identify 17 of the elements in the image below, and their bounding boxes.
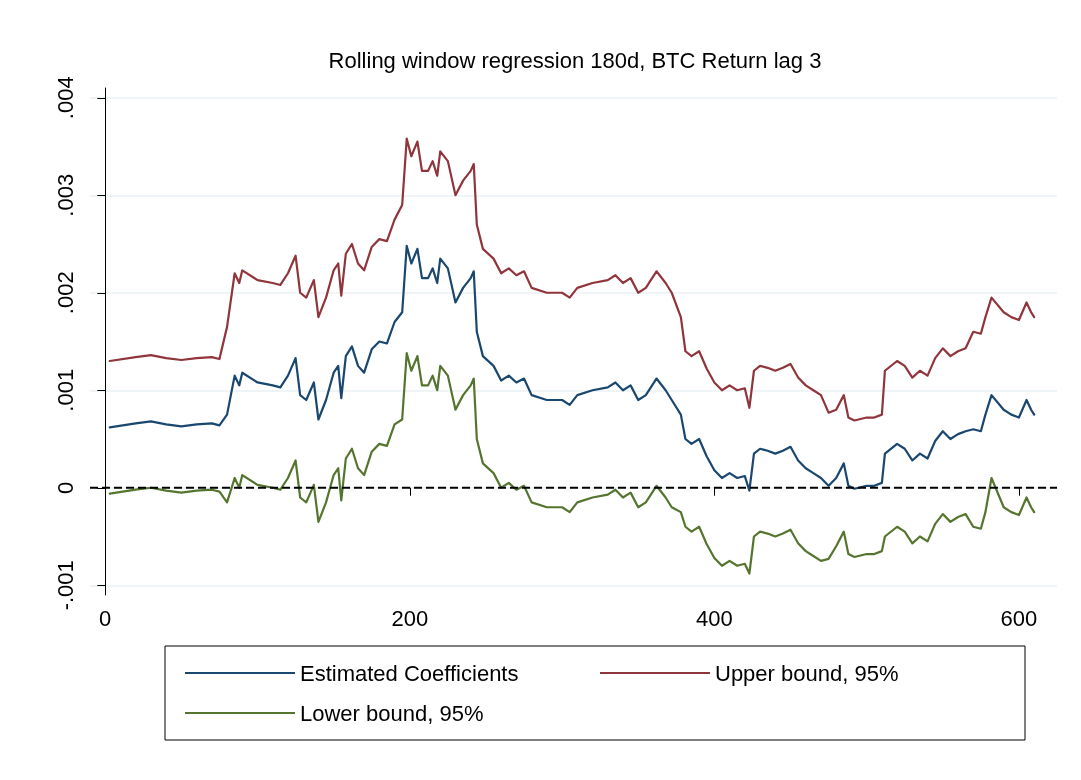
line-series [108,137,1036,422]
legend-label: Estimated Coefficients [300,660,519,686]
y-tick-label: .004 [52,76,78,120]
legend-label: Lower bound, 95% [300,700,484,726]
y-tick-label: .002 [52,271,78,315]
y-tick-label: .001 [52,368,78,412]
y-tick-label: .003 [52,173,78,217]
y-tick-label: 0 [52,481,78,494]
x-tick-label: 200 [391,605,429,631]
y-tick-label: -.001 [52,560,78,611]
x-tick-label: 600 [1000,605,1038,631]
chart-title: Rolling window regression 180d, BTC Return lag 3 [328,47,822,73]
line-series [108,352,1036,575]
x-tick-label: 400 [696,605,733,631]
legend-label: Upper bound, 95% [715,660,899,686]
x-tick-label: 0 [99,605,112,631]
line-series [108,244,1036,492]
